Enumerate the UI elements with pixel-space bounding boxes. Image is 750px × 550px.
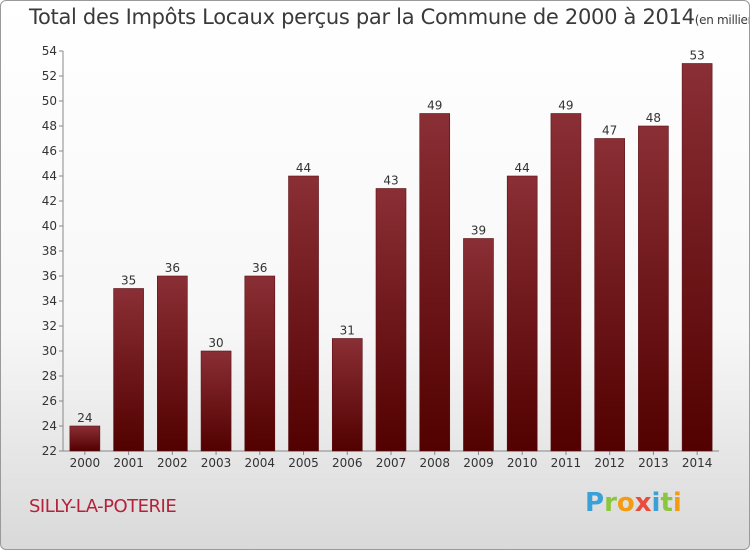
y-tick-label: 22 [42,444,57,458]
bar-2006 [331,338,363,452]
bar-2000 [69,425,101,452]
bar-2007 [375,188,407,452]
value-label-2009: 39 [471,224,486,238]
x-tick-label: 2003 [201,456,232,470]
x-tick-label: 2009 [463,456,494,470]
chart-unit: (en milliers d'€) [694,13,749,27]
x-tick-label: 2008 [419,456,450,470]
bar-2012 [594,138,625,452]
logo-letter: i [672,488,682,518]
bar-2005 [288,175,319,452]
y-tick-label: 32 [42,319,57,333]
y-tick-label: 40 [42,219,57,233]
value-label-2007: 43 [383,174,398,188]
bars [69,63,713,452]
y-tick-label: 54 [42,44,57,58]
y-tick-label: 46 [42,144,57,158]
logo-letter: i [651,488,661,518]
y-tick-label: 28 [42,369,57,383]
value-label-2001: 35 [121,274,136,288]
x-tick-label: 2007 [376,456,407,470]
value-label-2005: 44 [296,161,311,175]
logo-letter: P [585,488,605,518]
y-tick-label: 42 [42,194,57,208]
bar-2004 [244,275,276,452]
value-label-2012: 47 [602,124,617,138]
x-tick-label: 2010 [507,456,538,470]
y-tick-label: 50 [42,94,57,108]
x-tick-label: 2002 [157,456,188,470]
y-tick-label: 24 [42,419,57,433]
value-label-2003: 30 [208,336,223,350]
y-tick-label: 48 [42,119,57,133]
chart-title: Total des Impôts Locaux perçus par la Co… [29,5,749,29]
commune-name: SILLY-LA-POTERIE [29,496,177,517]
x-tick-label: 2005 [288,456,319,470]
bar-2013 [638,125,669,452]
y-tick-label: 52 [42,69,57,83]
logo-letter: o [616,488,635,518]
x-tick-label: 2006 [332,456,363,470]
axes: 22 24 26 28 30 32 34 36 38 40 42 44 46 48 50 52 54 2000 20… [42,44,719,470]
x-tick-label: 2012 [594,456,625,470]
value-label-2004: 36 [252,261,267,275]
proxiti-logo[interactable]: Proxiti [585,488,682,518]
logo-letter: r [604,488,617,518]
x-tick-label: 2000 [70,456,101,470]
bar-2014 [681,63,713,452]
bar-2009 [463,238,494,452]
logo-letter: x [634,488,652,518]
bar-2011 [550,113,582,452]
y-tick-label: 34 [42,294,57,308]
value-label-2013: 48 [646,111,661,125]
value-label-2010: 44 [515,161,530,175]
value-labels: 24 35 36 30 36 44 31 43 49 39 44 49 47 48 53 [77,49,705,426]
value-label-2000: 24 [77,411,92,425]
logo-letter: t [660,488,673,518]
value-label-2002: 36 [165,261,180,275]
value-label-2011: 49 [558,99,573,113]
bar-2003 [200,350,232,452]
value-label-2008: 49 [427,99,442,113]
y-tick-label: 26 [42,394,57,408]
bar-2002 [157,275,188,452]
y-tick-label: 38 [42,244,57,258]
x-tick-label: 2013 [638,456,669,470]
bar-2001 [113,288,144,452]
x-tick-label: 2001 [113,456,144,470]
y-tick-label: 30 [42,344,57,358]
value-label-2006: 31 [340,324,355,338]
value-label-2014: 53 [689,49,704,63]
x-tick-label: 2014 [682,456,713,470]
chart-title-text: Total des Impôts Locaux perçus par la Co… [29,5,695,29]
x-tick-label: 2011 [551,456,582,470]
bar-2008 [419,113,451,452]
y-tick-label: 44 [42,169,57,183]
y-tick-label: 36 [42,269,57,283]
bar-2010 [506,175,538,452]
x-tick-label: 2004 [245,456,276,470]
